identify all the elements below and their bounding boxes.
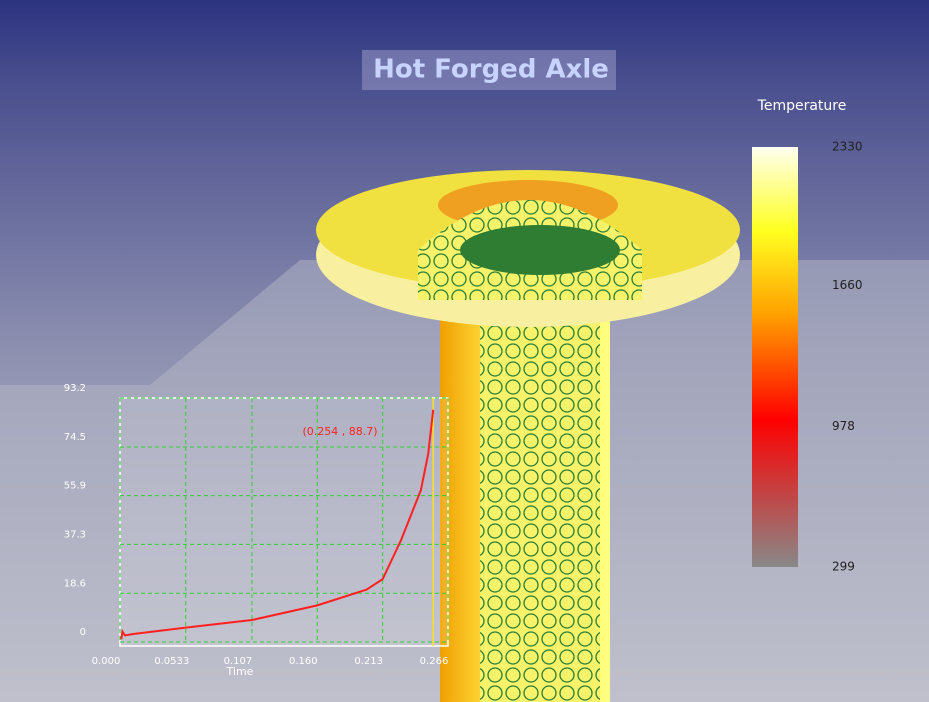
x-tick-label: 0.107 (224, 656, 253, 667)
y-tick-label: 74.5 (64, 432, 86, 443)
data-line (120, 409, 435, 640)
x-tick-label: 0.266 (420, 656, 449, 667)
legend-tick-label: 299 (832, 560, 855, 574)
y-tick-label: 93.2 (64, 383, 86, 394)
axle-model (316, 170, 740, 702)
color-bar (752, 147, 798, 567)
title-box (362, 50, 616, 90)
title: Hot Forged Axle (373, 55, 609, 85)
x-tick-label: 0.000 (92, 656, 121, 667)
y-tick-label: 0 (80, 627, 86, 638)
plot-frame (119, 397, 449, 647)
annotation: (0.254 , 88.7) (302, 425, 377, 438)
legend-title: Temperature (757, 98, 847, 114)
x-axis-label: Time (226, 665, 254, 678)
legend-tick-label: 978 (832, 419, 855, 433)
x-tick-label: 0.0533 (154, 656, 189, 667)
x-tick-label: 0.160 (289, 656, 318, 667)
legend-tick-label: 1660 (832, 278, 863, 292)
x-tick-label: 0.213 (354, 656, 383, 667)
legend-tick-label: 2330 (832, 140, 863, 154)
y-tick-label: 37.3 (64, 529, 86, 540)
y-tick-label: 55.9 (64, 481, 86, 492)
y-tick-label: 18.6 (64, 578, 86, 589)
